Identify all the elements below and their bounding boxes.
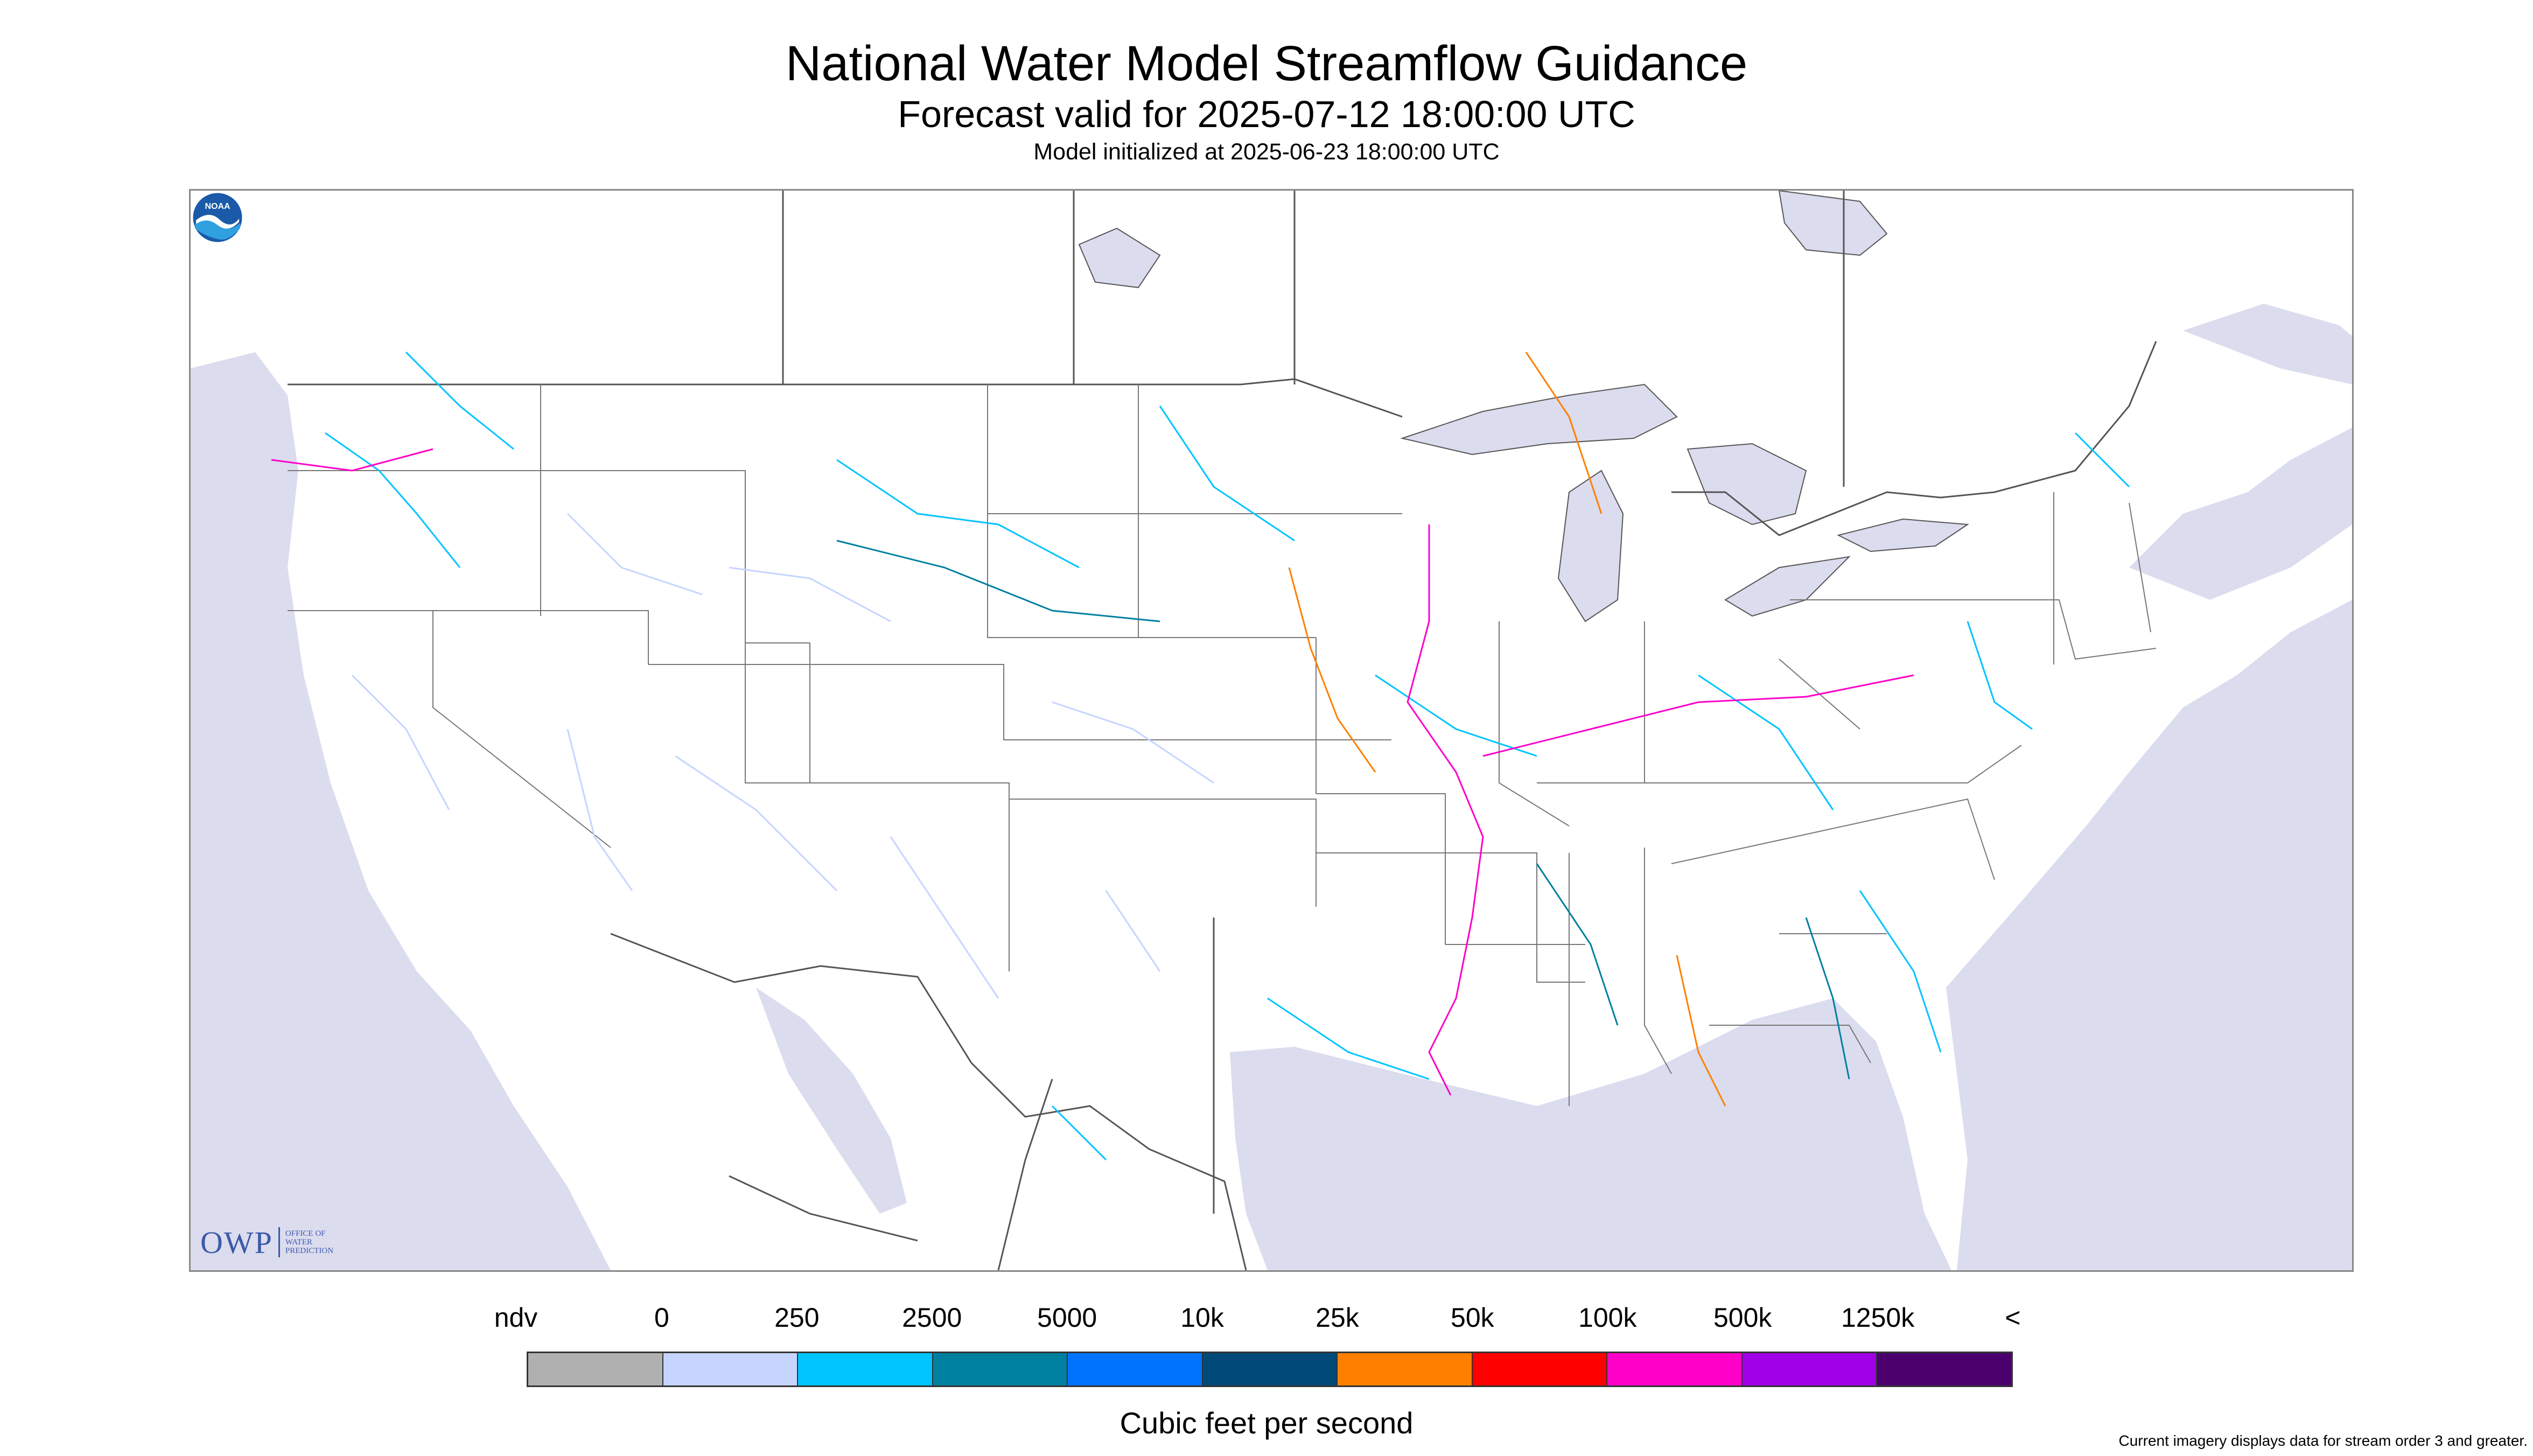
colorbar-segment xyxy=(1742,1353,1878,1385)
great-lakes xyxy=(1078,191,1969,622)
state-lines xyxy=(288,384,2157,1106)
noaa-logo: NOAA xyxy=(191,191,244,244)
colorbar-segment xyxy=(1068,1353,1203,1385)
owp-logo: OWP OFFICE OF WATER PREDICTION xyxy=(200,1223,333,1261)
owp-logo-text: OWP xyxy=(200,1224,273,1260)
colorbar-tick-label: 5000 xyxy=(1037,1303,1097,1333)
map-canvas xyxy=(191,191,2352,1270)
boundaries xyxy=(288,191,2157,1270)
streamflow-colorbar xyxy=(527,1352,2013,1387)
map-title: National Water Model Streamflow Guidance xyxy=(785,36,1748,91)
colorbar-tick-label: 250 xyxy=(774,1303,820,1333)
colorbar-tick-label: 500k xyxy=(1713,1303,1772,1333)
colorbar-tick-label: 0 xyxy=(654,1303,669,1333)
colorbar-segment xyxy=(1607,1353,1743,1385)
colorbar-segment xyxy=(1877,1353,2012,1385)
colorbar-tick-label: 10k xyxy=(1180,1303,1224,1333)
colorbar-segment xyxy=(933,1353,1068,1385)
colorbar-tick-label: 1250k xyxy=(1841,1303,1915,1333)
colorbar-segment xyxy=(798,1353,933,1385)
colorbar-tick-label: 25k xyxy=(1316,1303,1359,1333)
owp-sub-line-1: OFFICE OF xyxy=(285,1229,326,1238)
colorbar-tick-label: < xyxy=(2005,1303,2021,1333)
owp-sub-line-2: WATER xyxy=(285,1238,312,1247)
owp-sub-line-3: PREDICTION xyxy=(285,1247,334,1255)
streamflow-map[interactable]: OWP OFFICE OF WATER PREDICTION NOAA xyxy=(189,189,2354,1272)
colorbar-segment xyxy=(1472,1353,1608,1385)
colorbar-tick-label: ndv xyxy=(494,1303,538,1333)
colorbar-tick-label: 50k xyxy=(1451,1303,1494,1333)
colorbar-tick-labels: ndv 0 250 2500 5000 10k 25k 50k 100k 500k 1250k < xyxy=(0,1302,2533,1340)
stream-order-footnote: Current imagery displays data for stream… xyxy=(2118,1432,2528,1449)
noaa-logo-text: NOAA xyxy=(205,202,230,211)
owp-logo-subtext: OFFICE OF WATER PREDICTION xyxy=(285,1229,333,1255)
colorbar-tick-label: 2500 xyxy=(902,1303,962,1333)
colorbar-segment xyxy=(1338,1353,1473,1385)
colorbar-segment xyxy=(528,1353,663,1385)
colorbar-unit-label: Cubic feet per second xyxy=(1119,1406,1414,1440)
colorbar-tick-label: 100k xyxy=(1578,1303,1637,1333)
forecast-valid-time: Forecast valid for 2025-07-12 18:00:00 U… xyxy=(898,93,1635,135)
river-network xyxy=(271,351,2130,1161)
model-init-time: Model initialized at 2025-06-23 18:00:00… xyxy=(1033,139,1500,165)
ocean-areas xyxy=(191,304,2352,1270)
owp-logo-divider xyxy=(278,1227,280,1257)
colorbar-segment xyxy=(1202,1353,1338,1385)
colorbar-segment xyxy=(663,1353,799,1385)
